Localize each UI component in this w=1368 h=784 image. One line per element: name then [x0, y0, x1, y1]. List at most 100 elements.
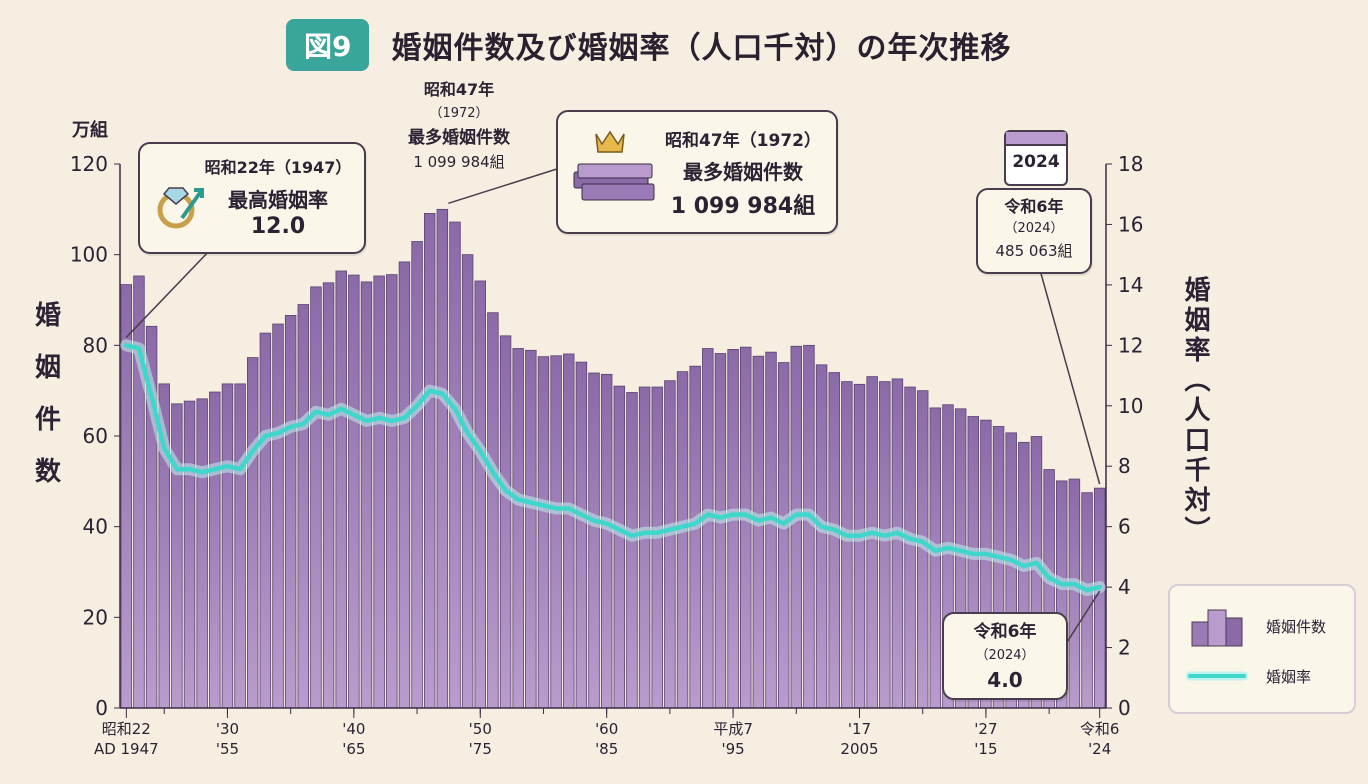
- right-tick-label: 18: [1118, 152, 1143, 176]
- callout-latest-count: 令和6年 （2024） 485 063組: [976, 188, 1092, 274]
- peak-count-box-line2: 最多婚姻件数: [683, 160, 803, 184]
- latest-count-line2: （2024）: [1004, 221, 1064, 236]
- bar-1979: [525, 349, 537, 709]
- latest-rate-line2: （2024）: [975, 648, 1035, 663]
- right-tick-label: 8: [1118, 454, 1131, 478]
- peak-count-label-line1: 昭和47年: [423, 80, 495, 99]
- x-tick-label-year: '24: [1088, 740, 1111, 758]
- bar-1981: [550, 355, 562, 709]
- bar-1982: [563, 353, 575, 709]
- bar-1965: [348, 274, 360, 709]
- right-tick-label: 12: [1118, 333, 1143, 357]
- bar-1971: [423, 213, 436, 709]
- left-tick-label: 0: [95, 696, 108, 720]
- bar-2004: [841, 381, 853, 709]
- left-axis-unit: 万組: [72, 120, 108, 141]
- calendar-year: 2024: [1012, 152, 1060, 172]
- bar-1948: [133, 275, 145, 709]
- right-axis-title: 婚姻率（人口千対）: [1180, 276, 1210, 546]
- peak-rate-value: 12.0: [250, 214, 306, 239]
- bar-1963: [322, 282, 335, 709]
- bar-1994: [714, 353, 727, 709]
- left-tick-label: 80: [83, 333, 108, 357]
- x-tick-label-era: '50: [469, 720, 492, 738]
- bar-1984: [588, 372, 600, 709]
- bar-1992: [689, 365, 701, 709]
- chart-title: 婚姻件数及び婚姻率（人口千対）の年次推移: [391, 31, 1012, 66]
- latest-rate-pointer: [1061, 590, 1101, 651]
- bar-1955: [221, 383, 234, 709]
- callout-peak-count: 昭和47年（1972） 最多婚姻件数 1 099 984組: [556, 110, 838, 234]
- bar-1959: [272, 323, 284, 709]
- bar-1983: [575, 361, 588, 709]
- bar-1995: [727, 349, 739, 709]
- right-tick-label: 4: [1118, 575, 1131, 599]
- bar-1996: [740, 346, 752, 709]
- right-tick-label: 16: [1118, 212, 1143, 236]
- bar-2009: [904, 386, 916, 709]
- calendar-header: [1006, 132, 1066, 146]
- x-tick-label-year: AD 1947: [94, 740, 159, 758]
- bar-2002: [815, 364, 828, 709]
- x-tick-label-year: '95: [721, 740, 744, 758]
- left-axis-title-char: 婚: [34, 301, 61, 331]
- legend-item-bars: 婚姻件数: [1186, 604, 1326, 648]
- bar-2000: [790, 345, 803, 709]
- bar-1958: [259, 332, 272, 709]
- x-tick-label-year: '65: [342, 740, 365, 758]
- right-tick-label: 14: [1118, 273, 1143, 297]
- bar-2011: [929, 407, 942, 709]
- bar-1969: [398, 261, 411, 709]
- x-tick-label-year: '85: [595, 740, 618, 758]
- x-tick-label-era: '60: [595, 720, 618, 738]
- x-tick-label-era: 平成7: [713, 720, 753, 738]
- bar-2022: [1068, 478, 1081, 709]
- x-tick-label-year: '55: [216, 740, 239, 758]
- peak-count-label: 昭和47年 （1972） 最多婚姻件数 1 099 984組: [384, 78, 534, 174]
- peak-count-label-line2: （1972）: [429, 106, 489, 121]
- bar-1967: [373, 275, 385, 709]
- peak-rate-pointer: [125, 247, 213, 338]
- left-axis-title-char: 数: [34, 457, 61, 487]
- bar-1974: [461, 254, 474, 709]
- legend: 婚姻件数 婚姻率: [1168, 584, 1356, 714]
- bar-1985: [600, 373, 613, 709]
- bar-2005: [853, 383, 866, 709]
- right-tick-label: 10: [1118, 394, 1143, 418]
- x-tick-label-era: 昭和22: [102, 720, 151, 738]
- bar-2006: [866, 376, 878, 709]
- peak-count-label-value: 1 099 984組: [413, 153, 505, 171]
- bar-1956: [234, 383, 246, 709]
- latest-count-value: 485 063組: [995, 242, 1073, 260]
- left-axis-title: 婚 姻 件 数: [30, 290, 66, 498]
- x-tick-label-era: '40: [342, 720, 365, 738]
- bar-1999: [777, 362, 790, 709]
- title-bar: 図9 婚姻件数及び婚姻率（人口千対）の年次推移: [286, 16, 1011, 74]
- right-tick-label: 0: [1118, 696, 1131, 720]
- bar-2007: [879, 381, 891, 709]
- bar-1998: [765, 351, 777, 709]
- left-axis-title-char: 姻: [34, 353, 61, 383]
- callout-latest-rate: 令和6年 （2024） 4.0: [942, 612, 1068, 700]
- calendar-icon: 2024: [1004, 130, 1068, 186]
- left-axis-title-char: 件: [34, 405, 61, 435]
- bar-1961: [297, 304, 310, 709]
- bar-1975: [474, 280, 486, 709]
- peak-count-pointer: [448, 167, 561, 205]
- bar-1960: [284, 315, 297, 709]
- peak-rate-line2: 最高婚姻率: [228, 188, 328, 212]
- left-tick-label: 60: [83, 424, 108, 448]
- line-legend-icon: [1186, 671, 1248, 681]
- bar-1987: [626, 392, 638, 709]
- legend-item-line: 婚姻率: [1186, 664, 1311, 688]
- bar-1990: [664, 380, 676, 709]
- bar-1980: [537, 356, 550, 709]
- bar-1962: [310, 286, 322, 709]
- x-tick-label-era: '17: [848, 720, 871, 738]
- figure-badge: 図9: [286, 19, 370, 71]
- x-tick-label-year: '15: [974, 740, 997, 758]
- bar-1964: [335, 270, 347, 709]
- bar-1976: [487, 312, 499, 709]
- rate-line: [124, 343, 1102, 593]
